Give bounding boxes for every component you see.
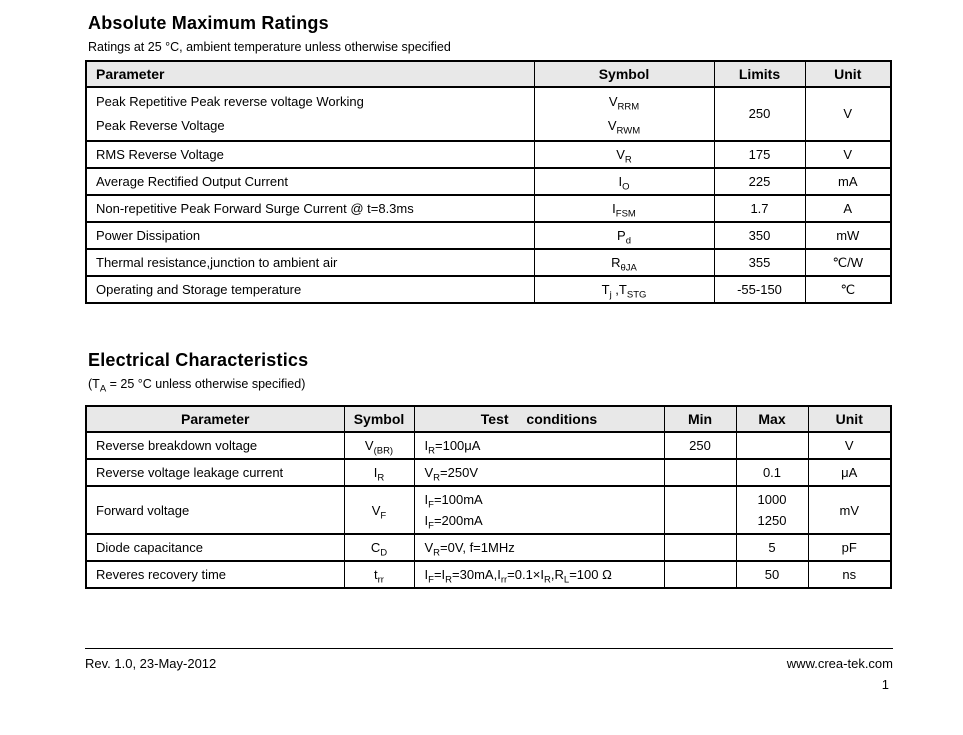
parameter-cell: RMS Reverse Voltage: [85, 140, 535, 169]
limits-cell: 1.7: [713, 194, 806, 223]
abs-max-section-subtitle: Ratings at 25 °C, ambient temperature un…: [88, 40, 451, 54]
unit-cell: V: [804, 140, 892, 169]
symbol-cell: IO: [533, 167, 715, 196]
footer-website: www.crea-tek.com: [786, 656, 893, 671]
elec-char-table: Parameter Symbol Test conditions Min Max…: [85, 405, 892, 589]
column-header-limits: Limits: [713, 60, 806, 88]
min-cell: [663, 458, 737, 487]
symbol-cell: V(BR): [343, 431, 415, 460]
parameter-cell: Operating and Storage temperature: [85, 275, 535, 304]
table-row: Peak Repetitive Peak reverse voltage Wor…: [85, 86, 892, 142]
column-header-symbol: Symbol: [343, 405, 415, 433]
min-cell: [663, 533, 737, 562]
table-row: Reveres recovery time trr IF=IR=30mA,Irr…: [85, 560, 892, 589]
test-conditions-cell: IF=100mA IF=200mA: [413, 485, 665, 535]
min-cell: [663, 485, 737, 535]
table-row: Power Dissipation Pd 350 mW: [85, 221, 892, 250]
column-header-parameter: Parameter: [85, 60, 535, 88]
unit-cell: μA: [807, 458, 892, 487]
unit-cell: mA: [804, 167, 892, 196]
unit-cell: V: [804, 86, 892, 142]
elec-char-section-title: Electrical Characteristics: [88, 350, 309, 370]
column-header-unit: Unit: [804, 60, 892, 88]
column-header-symbol: Symbol: [533, 60, 715, 88]
table-row: Non-repetitive Peak Forward Surge Curren…: [85, 194, 892, 223]
table-row: RMS Reverse Voltage VR 175 V: [85, 140, 892, 169]
symbol-cell: IFSM: [533, 194, 715, 223]
parameter-cell: Diode capacitance: [85, 533, 345, 562]
parameter-cell: Reverse voltage leakage current: [85, 458, 345, 487]
symbol-cell: Pd: [533, 221, 715, 250]
unit-cell: ℃/W: [804, 248, 892, 277]
symbol-cell: VRRM VRWM: [533, 86, 715, 142]
column-header-min: Min: [663, 405, 737, 433]
parameter-cell: Power Dissipation: [85, 221, 535, 250]
footer-page-number: 1: [881, 677, 889, 692]
table-row: Diode capacitance CD VR=0V, f=1MHz 5 pF: [85, 533, 892, 562]
min-cell: 250: [663, 431, 737, 460]
unit-cell: A: [804, 194, 892, 223]
symbol-cell: VF: [343, 485, 415, 535]
unit-cell: ns: [807, 560, 892, 589]
column-header-test-conditions: Test conditions: [413, 405, 665, 433]
unit-cell: V: [807, 431, 892, 460]
abs-max-table: Parameter Symbol Limits Unit Peak Repeti…: [85, 60, 892, 304]
abs-max-section-title: Absolute Maximum Ratings: [88, 13, 329, 33]
min-cell: [663, 560, 737, 589]
test-conditions-cell: IR=100μA: [413, 431, 665, 460]
elec-char-header-row: Parameter Symbol Test conditions Min Max…: [85, 405, 892, 433]
unit-cell: mV: [807, 485, 892, 535]
parameter-cell: Average Rectified Output Current: [85, 167, 535, 196]
column-header-parameter: Parameter: [85, 405, 345, 433]
max-cell: [735, 431, 809, 460]
symbol-cell: VR: [533, 140, 715, 169]
symbol-cell: CD: [343, 533, 415, 562]
table-row: Forward voltage VF IF=100mA IF=200mA 1000…: [85, 485, 892, 535]
parameter-cell: Thermal resistance,junction to ambient a…: [85, 248, 535, 277]
parameter-cell: Non-repetitive Peak Forward Surge Curren…: [85, 194, 535, 223]
limits-cell: 225: [713, 167, 806, 196]
test-conditions-cell: VR=0V, f=1MHz: [413, 533, 665, 562]
parameter-cell: Reveres recovery time: [85, 560, 345, 589]
abs-max-header-row: Parameter Symbol Limits Unit: [85, 60, 892, 88]
column-header-unit: Unit: [807, 405, 892, 433]
test-conditions-cell: IF=IR=30mA,Irr=0.1×IR,RL=100 Ω: [413, 560, 665, 589]
symbol-cell: trr: [343, 560, 415, 589]
max-cell: 0.1: [735, 458, 809, 487]
table-row: Reverse voltage leakage current IR VR=25…: [85, 458, 892, 487]
limits-cell: 250: [713, 86, 806, 142]
unit-cell: mW: [804, 221, 892, 250]
footer-divider: [85, 648, 893, 649]
symbol-cell: Tj ,TSTG: [533, 275, 715, 304]
elec-char-section-subtitle: (TA = 25 °C unless otherwise specified): [88, 377, 306, 395]
parameter-cell: Forward voltage: [85, 485, 345, 535]
table-row: Reverse breakdown voltage V(BR) IR=100μA…: [85, 431, 892, 460]
max-cell: 5: [735, 533, 809, 562]
max-cell: 50: [735, 560, 809, 589]
max-cell: 1000 1250: [735, 485, 809, 535]
footer-revision: Rev. 1.0, 23-May-2012: [85, 656, 217, 671]
limits-cell: 350: [713, 221, 806, 250]
symbol-cell: RθJA: [533, 248, 715, 277]
unit-cell: pF: [807, 533, 892, 562]
unit-cell: ℃: [804, 275, 892, 304]
table-row: Operating and Storage temperature Tj ,TS…: [85, 275, 892, 304]
test-conditions-cell: VR=250V: [413, 458, 665, 487]
parameter-cell: Reverse breakdown voltage: [85, 431, 345, 460]
limits-cell: 175: [713, 140, 806, 169]
parameter-cell: Peak Repetitive Peak reverse voltage Wor…: [85, 86, 535, 142]
limits-cell: -55-150: [713, 275, 806, 304]
limits-cell: 355: [713, 248, 806, 277]
table-row: Thermal resistance,junction to ambient a…: [85, 248, 892, 277]
column-header-max: Max: [735, 405, 809, 433]
symbol-cell: IR: [343, 458, 415, 487]
table-row: Average Rectified Output Current IO 225 …: [85, 167, 892, 196]
